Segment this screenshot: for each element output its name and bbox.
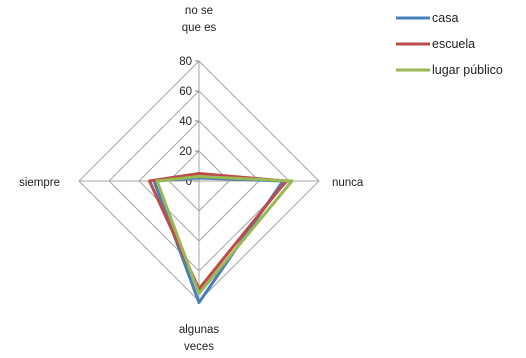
axis-label-1: nunca [332,177,364,189]
radial-tick-labels: 0 20 40 60 80 [179,56,199,188]
tick-label-60: 60 [179,86,192,98]
legend-label-1: escuela [432,37,475,51]
axis-labels: no se que es nunca algunas veces siempre [19,5,364,353]
axis-label-2: algunas veces [179,324,220,353]
legend-label-2: lugar público [432,63,503,77]
legend-label-0: casa [432,11,458,25]
tick-label-0: 0 [186,176,192,188]
axis-label-0: no se que es [182,5,217,34]
tick-label-40: 40 [179,116,192,128]
series-layer [148,172,294,304]
tick-label-80: 80 [179,56,192,68]
tick-label-20: 20 [179,146,192,158]
series-line-casa [152,176,285,304]
series-line-lugar-público [155,175,294,295]
axis-label-3: siempre [19,177,60,189]
legend: casa escuela lugar público [396,11,503,77]
